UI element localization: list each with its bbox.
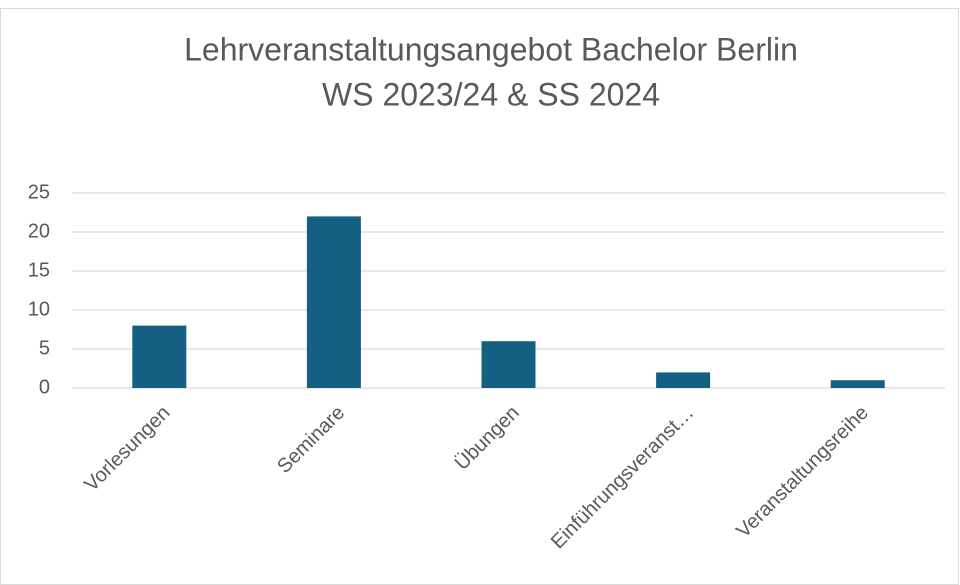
y-tick-label: 10: [28, 298, 50, 320]
bar: [132, 325, 187, 388]
y-tick-label: 25: [28, 181, 50, 203]
y-tick-label: 15: [28, 259, 50, 281]
bar: [830, 380, 885, 388]
chart-title: Lehrveranstaltungsangebot Bachelor Berli…: [184, 31, 798, 67]
y-tick-label: 0: [39, 376, 50, 398]
y-tick-label: 20: [28, 220, 50, 242]
bar: [481, 341, 536, 388]
chart-frame: [0, 8, 959, 585]
bar: [306, 216, 361, 388]
y-tick-label: 5: [39, 337, 50, 359]
bar: [656, 372, 711, 388]
chart-title: WS 2023/24 & SS 2024: [322, 76, 660, 112]
